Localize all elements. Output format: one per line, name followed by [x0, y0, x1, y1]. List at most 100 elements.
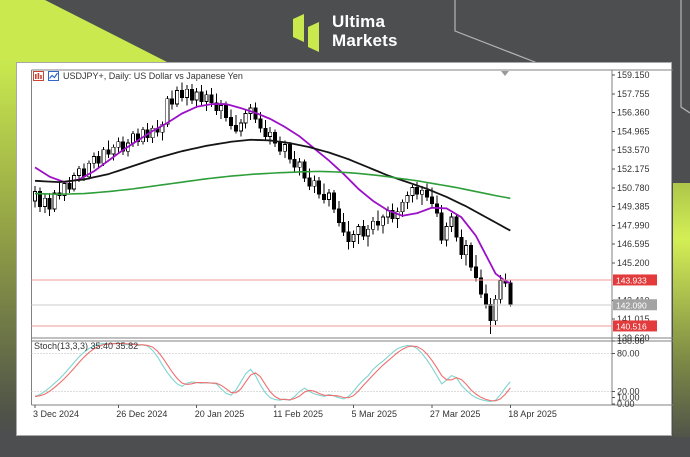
candle-body: [341, 222, 346, 233]
candle-body: [130, 133, 135, 144]
price-badge: [613, 274, 657, 286]
price-tick-label: 139.620: [617, 333, 650, 343]
candle-body: [52, 192, 57, 210]
candle-body: [424, 189, 429, 198]
candle-body: [312, 180, 317, 187]
price-tick-label: 149.385: [617, 202, 650, 212]
indicator-label: Stoch(13,3,3) 35.40 35.82: [34, 341, 139, 351]
date-tick-label: 11 Feb 2025: [273, 409, 323, 419]
candle-body: [121, 141, 126, 152]
candle-body: [101, 149, 106, 164]
price-tick-label: 147.990: [617, 220, 650, 230]
candle-body: [268, 131, 273, 137]
candle-body: [478, 277, 483, 295]
candle-body: [371, 220, 376, 230]
stoch-d-line: [34, 342, 511, 402]
candle-body: [459, 236, 464, 256]
candle-body: [464, 245, 469, 256]
candle-body: [488, 304, 493, 322]
date-tick-label: 5 Mar 2025: [352, 409, 398, 419]
candle-body: [238, 122, 243, 132]
candle-body: [375, 220, 380, 226]
date-tick-label: 18 Apr 2025: [508, 409, 557, 419]
line-chart-icon[interactable]: [48, 71, 59, 81]
price-tick-label: 153.570: [617, 145, 650, 155]
candle-body: [204, 94, 209, 102]
candle-body: [189, 88, 194, 101]
candle-body: [263, 127, 268, 137]
candle-body: [258, 118, 263, 129]
candle-body: [209, 94, 214, 104]
candle-body: [390, 210, 395, 219]
candle-body: [410, 187, 415, 197]
candle-body: [175, 90, 180, 105]
candle-body: [179, 90, 184, 98]
right-green-strip: [673, 183, 690, 437]
candle-body: [317, 180, 322, 195]
candle-body: [194, 91, 199, 101]
price-badge-label: 140.516: [616, 321, 647, 331]
candle-body: [415, 187, 420, 195]
candle-body: [322, 193, 327, 201]
candle-body: [228, 117, 233, 127]
outline-parallelogram-1: [454, 0, 541, 65]
candle-body: [214, 102, 219, 112]
candle-body: [111, 146, 116, 155]
candle-body: [219, 105, 224, 112]
price-badge: [613, 320, 657, 332]
price-tick-label: 154.965: [617, 126, 650, 136]
candle-body: [429, 196, 434, 205]
candle-body: [444, 226, 449, 241]
candle-body: [33, 191, 38, 202]
ma-fast-purple: [34, 103, 511, 284]
price-tick-label: 157.755: [617, 89, 650, 99]
price-badge-label: 142.090: [616, 300, 647, 310]
brand-name-line2: Markets: [332, 31, 398, 50]
candle-body: [346, 231, 351, 242]
candle-body: [62, 183, 67, 197]
stoch-tick-label: 0.00: [617, 399, 635, 409]
price-tick-label: 159.150: [617, 70, 650, 80]
stoch-tick-label: 80.00: [617, 349, 640, 359]
candle-body: [47, 197, 52, 210]
candlestick-chart-icon[interactable]: [33, 71, 44, 81]
candle-body: [326, 192, 331, 201]
candle-body: [297, 161, 302, 168]
date-tick-label: 26 Dec 2024: [116, 409, 167, 419]
candle-body: [307, 177, 312, 187]
outline-parallelogram-2: [680, 0, 690, 114]
corner-green-shape: [0, 0, 167, 62]
candle-body: [287, 144, 292, 160]
candle-body: [449, 216, 454, 227]
candle-body: [106, 149, 111, 155]
candle-body: [483, 293, 488, 306]
candle-body: [116, 141, 121, 148]
brand-name-line1: Ultima: [332, 12, 386, 31]
candle-body: [302, 161, 307, 179]
candle-body: [170, 98, 175, 105]
price-tick-label: 152.175: [617, 164, 650, 174]
candle-body: [165, 98, 170, 125]
candle-body: [233, 125, 238, 132]
price-badge: [613, 299, 657, 311]
candle-body: [160, 123, 165, 133]
candle-body: [498, 279, 503, 300]
chart-panel: [16, 62, 672, 436]
logo-mark-icon: [293, 14, 319, 52]
candle-body: [86, 162, 91, 178]
stoch-tick-label: 20.00: [617, 386, 640, 396]
candle-body: [77, 168, 82, 176]
stoch-tick-label: 10.00: [617, 393, 640, 403]
candle-body: [508, 282, 513, 306]
date-tick-label: 27 Mar 2025: [430, 409, 481, 419]
candle-body: [380, 216, 385, 226]
chart-title-bar: USDJPY+, Daily: US Dollar vs Japanese Ye…: [33, 70, 243, 82]
stoch-tick-label: 100.00: [617, 336, 645, 346]
scroll-marker-icon: [501, 71, 509, 76]
candle-body: [405, 195, 410, 203]
candle-body: [224, 105, 229, 118]
candle-body: [469, 245, 474, 268]
candle-body: [473, 266, 478, 279]
